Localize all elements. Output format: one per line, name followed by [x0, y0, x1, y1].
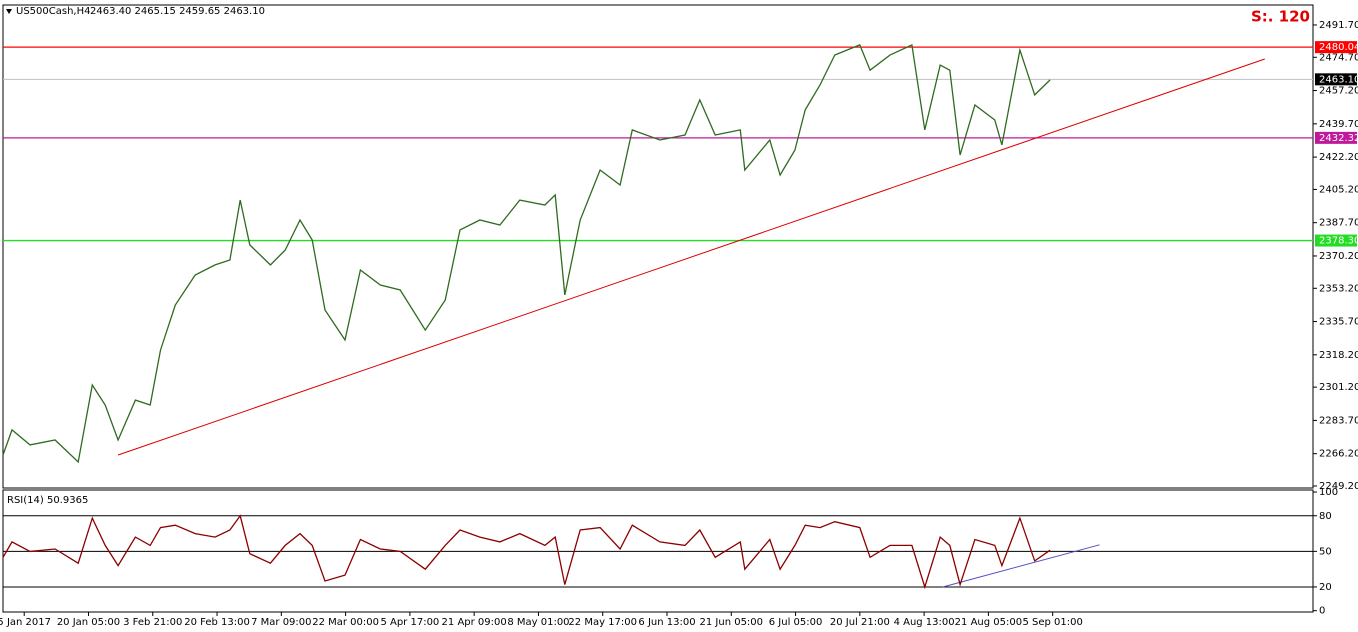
y-tick-label: 2474.70 — [1319, 52, 1358, 63]
y-tick-label: 2353.20 — [1319, 283, 1358, 294]
series-line — [2, 514, 1051, 590]
y-tick-label: 2335.70 — [1319, 317, 1358, 328]
y-tick-label: 2439.70 — [1319, 119, 1358, 130]
level-label: 2463.10 — [1319, 74, 1358, 85]
x-tick-label: 21 Jun 05:00 — [700, 617, 764, 628]
spread-label: S:. 120 — [1251, 8, 1310, 26]
y-tick-label: 2370.20 — [1319, 251, 1358, 262]
y-tick-label: 2249.20 — [1319, 481, 1358, 492]
y-tick-label: 80 — [1319, 511, 1332, 522]
series-line — [2, 43, 1051, 464]
collapse-icon[interactable] — [6, 9, 12, 14]
x-tick-label: 21 Apr 09:00 — [442, 617, 507, 628]
x-tick-label: 5 Jan 2017 — [0, 617, 51, 628]
y-tick-label: 20 — [1319, 582, 1332, 593]
x-tick-label: 3 Feb 21:00 — [123, 617, 182, 628]
y-tick-label: 2422.20 — [1319, 152, 1358, 163]
x-tick-label: 20 Jan 05:00 — [57, 617, 120, 628]
level-label-bg — [1315, 73, 1357, 86]
x-tick-label: 20 Jul 21:00 — [830, 617, 890, 628]
chart-title: US500Cash,H4 — [16, 6, 90, 17]
level-label: 2378.30 — [1319, 236, 1358, 247]
level-label-bg — [1315, 234, 1357, 247]
level-label: 2432.32 — [1319, 133, 1358, 144]
x-tick-label: 6 Jun 13:00 — [638, 617, 695, 628]
y-tick-label: 100 — [1319, 487, 1338, 498]
y-tick-label: 0 — [1319, 606, 1325, 617]
x-tick-label: 21 Aug 05:00 — [955, 617, 1022, 628]
y-tick-label: 2457.20 — [1319, 86, 1358, 97]
y-tick-label: 2387.70 — [1319, 218, 1358, 229]
x-tick-label: 6 Jul 05:00 — [769, 617, 823, 628]
price-panel — [2, 4, 1314, 489]
x-tick-label: 20 Feb 13:00 — [184, 617, 250, 628]
ohlc: 2463.40 2465.15 2459.65 2463.10 — [90, 6, 265, 17]
y-tick-label: 2405.20 — [1319, 184, 1358, 195]
x-tick-label: 5 Apr 17:00 — [380, 617, 439, 628]
y-tick-label: 2491.70 — [1319, 20, 1358, 31]
rsi-title: RSI(14) 50.9365 — [7, 495, 88, 506]
trendline — [942, 544, 1100, 588]
trendline — [117, 58, 1265, 456]
level-label-bg — [1315, 41, 1357, 54]
x-tick-label: 4 Aug 13:00 — [894, 617, 955, 628]
y-tick-label: 2318.20 — [1319, 350, 1358, 361]
y-tick-label: 2283.70 — [1319, 415, 1358, 426]
y-tick-label: 50 — [1319, 546, 1332, 557]
y-tick-label: 2266.20 — [1319, 449, 1358, 460]
x-tick-label: 22 Mar 00:00 — [312, 617, 379, 628]
level-label-bg — [1315, 131, 1357, 144]
x-tick-label: 5 Sep 01:00 — [1022, 617, 1082, 628]
y-tick-label: 2301.20 — [1319, 382, 1358, 393]
x-tick-label: 7 Mar 09:00 — [251, 617, 311, 628]
level-label: 2480.04 — [1319, 42, 1358, 53]
x-tick-label: 8 May 01:00 — [507, 617, 569, 628]
x-tick-label: 22 May 17:00 — [568, 617, 637, 628]
